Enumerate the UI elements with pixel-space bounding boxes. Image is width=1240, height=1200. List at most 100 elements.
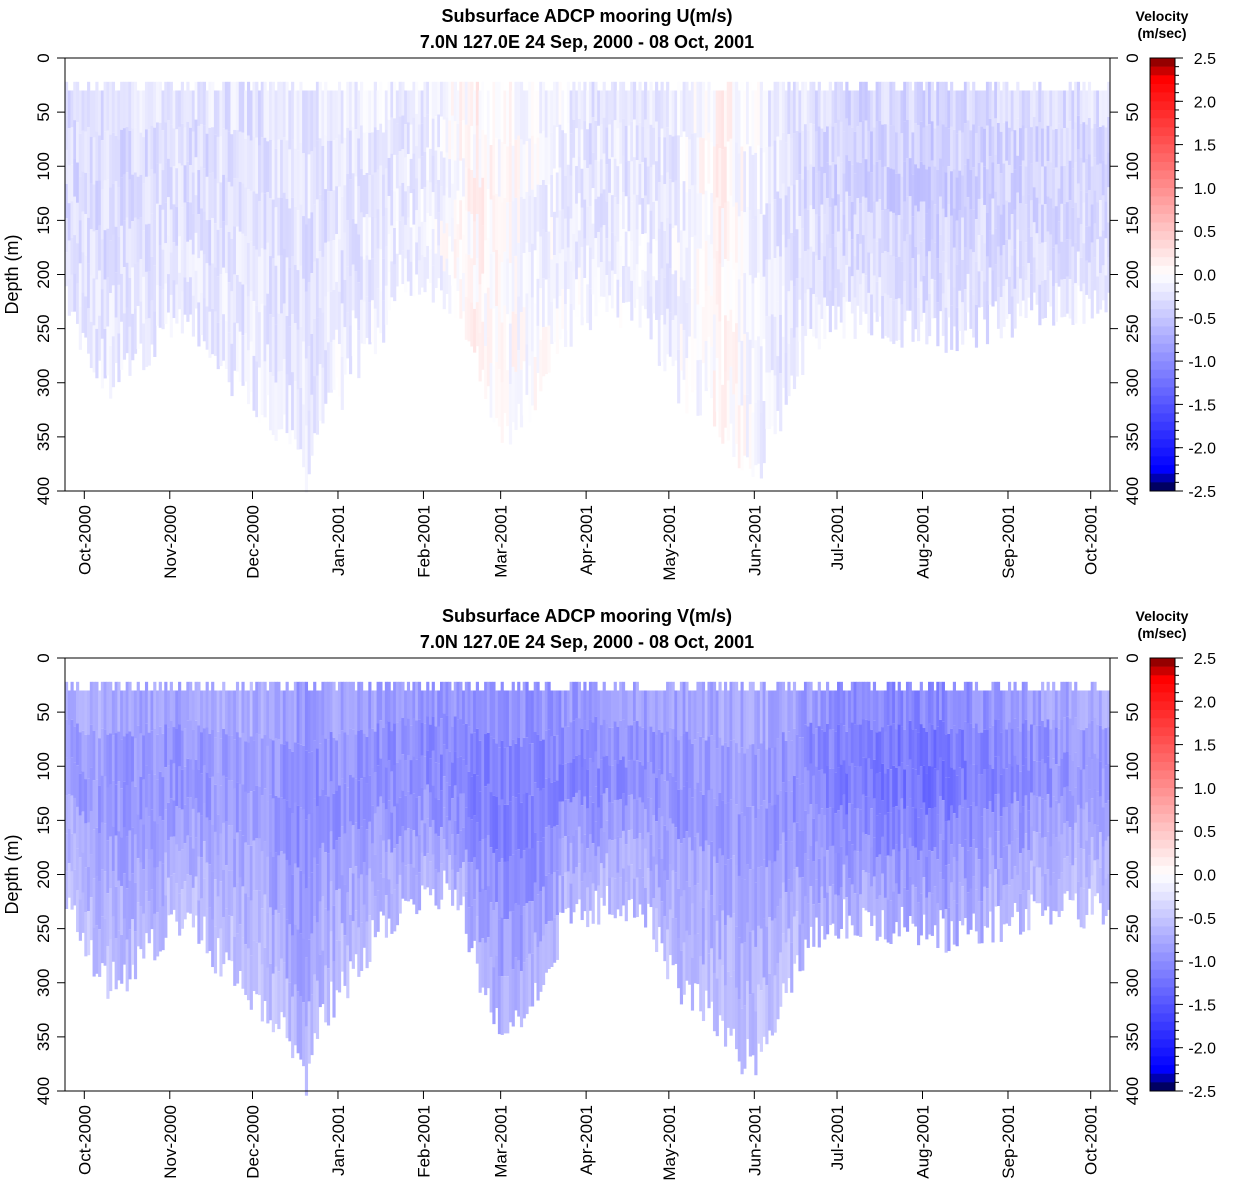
heatmap-cell	[172, 128, 176, 167]
heatmap-cell	[547, 231, 551, 279]
heatmap-cell	[277, 739, 281, 798]
heatmap-cell	[299, 387, 303, 450]
heatmap-cell	[114, 886, 118, 939]
heatmap-cell	[200, 815, 204, 858]
heatmap-cell	[930, 851, 934, 894]
heatmap-cell	[671, 823, 675, 871]
heatmap-cell	[258, 201, 262, 257]
heatmap-cell	[439, 81, 444, 117]
heatmap-cell	[666, 81, 670, 128]
heatmap-cell	[139, 862, 143, 907]
heatmap-cell	[779, 314, 783, 374]
heatmap-cell	[379, 249, 383, 292]
heatmap-cell	[417, 757, 422, 797]
heatmap-cell	[1063, 787, 1067, 824]
heatmap-cell	[677, 242, 681, 297]
heatmap-cell	[164, 81, 168, 123]
heatmap-cell	[285, 140, 289, 199]
heatmap-cell	[475, 302, 479, 347]
heatmap-cell	[655, 240, 659, 281]
heatmap-cell	[591, 722, 595, 763]
heatmap-cell	[1085, 226, 1089, 261]
heatmap-cell	[282, 908, 286, 963]
heatmap-cell	[288, 748, 292, 808]
heatmap-cell	[859, 284, 863, 325]
heatmap-cell	[536, 734, 540, 789]
heatmap-cell	[122, 81, 127, 129]
heatmap-cell	[732, 913, 736, 971]
heatmap-cell	[412, 117, 416, 154]
heatmap-cell	[958, 290, 962, 331]
heatmap-cell	[1013, 755, 1017, 793]
heatmap-cell	[65, 871, 69, 910]
heatmap-cell	[928, 850, 932, 893]
heatmap-cell	[1030, 826, 1034, 861]
heatmap-cell	[194, 720, 198, 760]
heatmap-cell	[583, 160, 587, 200]
colorbar-swatch	[1150, 456, 1175, 466]
heatmap-cell	[985, 169, 990, 213]
heatmap-cell	[326, 968, 331, 1026]
heatmap-cell	[674, 918, 678, 964]
heatmap-cell	[803, 724, 808, 768]
heatmap-cell	[779, 256, 783, 315]
heatmap-cell	[445, 715, 449, 750]
heatmap-cell	[632, 81, 637, 120]
heatmap-cell	[660, 175, 664, 222]
heatmap-cell	[404, 690, 408, 726]
heatmap-cell	[1096, 690, 1100, 725]
colorbar-swatch	[1150, 291, 1175, 301]
heatmap-cell	[76, 681, 80, 724]
heatmap-cell	[169, 875, 173, 915]
heatmap-cell	[233, 887, 237, 937]
heatmap-cell	[977, 817, 981, 860]
heatmap-cell	[812, 166, 816, 210]
heatmap-cell	[729, 366, 733, 424]
heatmap-cell	[409, 158, 413, 194]
heatmap-cell	[255, 890, 259, 943]
heatmap-cell	[1107, 116, 1111, 153]
heatmap-cell	[897, 893, 901, 937]
heatmap-cell	[958, 210, 962, 251]
heatmap-cell	[610, 727, 615, 766]
heatmap-cell	[511, 145, 515, 202]
heatmap-cell	[120, 177, 124, 226]
heatmap-cell	[252, 740, 256, 791]
heatmap-cell	[889, 125, 893, 169]
heatmap-cell	[519, 802, 524, 859]
heatmap-cell	[688, 690, 692, 740]
heatmap-cell	[161, 863, 165, 907]
heatmap-cell	[227, 332, 231, 383]
heatmap-cell	[252, 355, 256, 411]
heatmap-cell	[304, 957, 309, 1027]
heatmap-cell	[288, 385, 292, 445]
heatmap-cell	[293, 742, 298, 803]
heatmap-cell	[420, 254, 424, 288]
heatmap-cell	[883, 81, 888, 125]
heatmap-cell	[456, 872, 460, 911]
heatmap-cell	[699, 681, 703, 737]
heatmap-cell	[503, 144, 507, 198]
heatmap-cell	[343, 884, 347, 936]
heatmap-cell	[649, 762, 653, 799]
colorbar-tick-label: -1.5	[1188, 997, 1216, 1014]
heatmap-cell	[561, 690, 565, 728]
heatmap-cell	[905, 681, 910, 724]
heatmap-cell	[746, 206, 750, 270]
heatmap-cell	[271, 973, 275, 1033]
heatmap-cell	[158, 245, 162, 287]
heatmap-cell	[850, 762, 854, 804]
heatmap-cell	[484, 786, 488, 839]
heatmap-cell	[947, 166, 951, 204]
heatmap-cell	[470, 862, 474, 906]
heatmap-cell	[718, 792, 722, 849]
heatmap-cell	[1046, 266, 1050, 303]
heatmap-cell	[933, 242, 937, 281]
heatmap-cell	[608, 90, 612, 125]
heatmap-cell	[718, 148, 722, 207]
heatmap-cell	[820, 242, 824, 281]
heatmap-cell	[690, 903, 695, 958]
heatmap-cell	[704, 940, 708, 991]
heatmap-cell	[246, 242, 251, 297]
heatmap-cell	[1035, 690, 1039, 726]
